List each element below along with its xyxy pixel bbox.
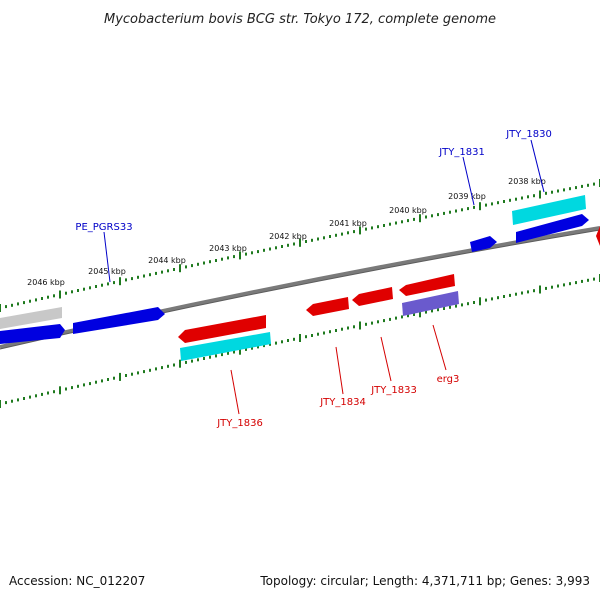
inner-scale-ticks xyxy=(0,274,600,408)
scale-label: 2044 kbp xyxy=(148,256,186,265)
jty-1836-leader xyxy=(230,369,240,415)
scale-label: 2038 kbp xyxy=(508,177,546,186)
forward-features xyxy=(0,195,589,344)
offscreen-reverse-gene-arrow[interactable] xyxy=(596,226,600,246)
erg3-gene-arrow[interactable] xyxy=(399,274,455,296)
scale-label: 2045 kbp xyxy=(88,267,126,276)
scale-label: 2039 kbp xyxy=(448,192,486,201)
scale-label: 2042 kbp xyxy=(269,232,307,241)
scale-labels: 2046 kbp 2045 kbp 2044 kbp 2043 kbp 2042… xyxy=(27,177,546,287)
scale-label: 2046 kbp xyxy=(27,278,65,287)
scale-label: 2043 kbp xyxy=(209,244,247,253)
gene-labels: PE_PGRS33 JTY_1831 JTY_1830 JTY_1836 JTY… xyxy=(75,129,551,429)
jty-1831-leader xyxy=(462,156,475,206)
forward-gene-arrow[interactable] xyxy=(0,324,65,344)
pe-pgrs33-leader xyxy=(103,231,111,283)
scale-label: 2040 kbp xyxy=(389,206,427,215)
gene-label-jty-1830[interactable]: JTY_1830 xyxy=(505,129,552,140)
jty-1831-gene-arrow[interactable] xyxy=(470,236,497,252)
gene-label-jty-1833[interactable]: JTY_1833 xyxy=(370,385,417,396)
topology-text: Topology: circular; Length: 4,371,711 bp… xyxy=(260,574,590,588)
jty-1830-leader xyxy=(530,139,545,193)
jty-1830-gene-arrow[interactable] xyxy=(516,214,589,243)
gene-label-erg3[interactable]: erg3 xyxy=(437,374,460,385)
jty-1836-gene-arrow[interactable] xyxy=(178,315,266,343)
scale-label: 2041 kbp xyxy=(329,219,367,228)
outer-scale-ticks xyxy=(0,179,600,312)
label-leader-lines xyxy=(103,139,545,415)
jty-1834-leader xyxy=(335,346,344,395)
jty-1833-leader xyxy=(380,336,392,382)
pe-pgrs33-gene-arrow[interactable] xyxy=(73,307,165,334)
erg3-leader xyxy=(432,324,447,371)
gene-label-jty-1831[interactable]: JTY_1831 xyxy=(438,147,485,158)
jty-1833-gene-arrow[interactable] xyxy=(352,287,393,306)
gene-label-pe-pgrs33[interactable]: PE_PGRS33 xyxy=(75,222,132,233)
jty-1830-cds[interactable] xyxy=(512,195,586,225)
gene-label-jty-1834[interactable]: JTY_1834 xyxy=(319,397,366,408)
erg3-misc-feature[interactable] xyxy=(402,291,459,316)
jty-1836-cds[interactable] xyxy=(180,332,271,361)
gene-label-jty-1836[interactable]: JTY_1836 xyxy=(216,418,263,429)
map-title: Mycobacterium bovis BCG str. Tokyo 172, … xyxy=(104,12,496,27)
faded-feature[interactable] xyxy=(0,307,62,329)
jty-1834-gene-arrow[interactable] xyxy=(306,297,349,316)
accession-text: Accession: NC_012207 xyxy=(9,574,146,588)
reverse-features xyxy=(178,226,600,361)
